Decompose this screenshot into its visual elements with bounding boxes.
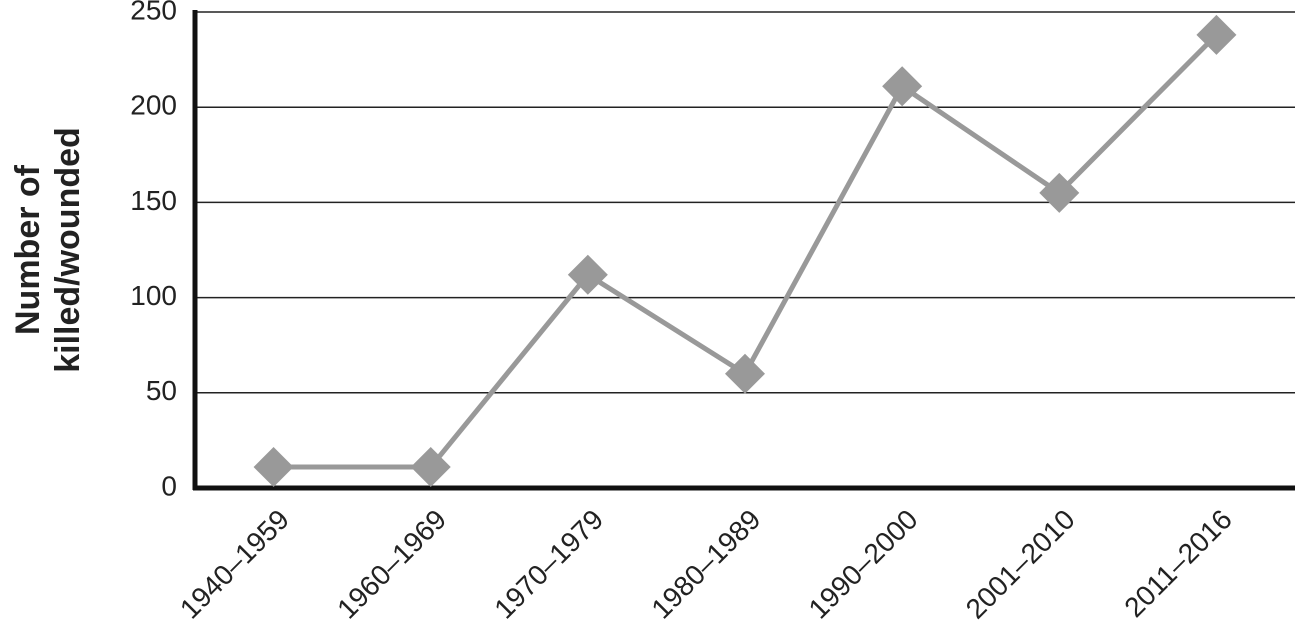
x-tick-label: 2001–2010 xyxy=(960,504,1081,625)
y-tick-label: 250 xyxy=(130,0,177,25)
x-tick-label: 1980–1989 xyxy=(645,504,766,625)
y-axis-label: Number of killed/wounded xyxy=(9,127,87,373)
y-label-line: killed/wounded xyxy=(49,127,87,373)
marker xyxy=(253,447,294,488)
marker xyxy=(410,447,451,488)
marker xyxy=(882,66,923,107)
x-tick-label: 2011–2016 xyxy=(1118,504,1238,624)
y-tick-label: 50 xyxy=(146,375,177,406)
y-label-line: Number of xyxy=(9,164,47,335)
y-tick-label: 100 xyxy=(130,280,177,311)
x-tick-label: 1970–1979 xyxy=(488,504,609,625)
marker xyxy=(1039,172,1080,213)
y-tick-label: 0 xyxy=(161,470,177,501)
marker xyxy=(567,254,608,295)
x-tick-label: 1990–2000 xyxy=(803,504,924,625)
y-tick-label: 200 xyxy=(130,90,177,121)
marker xyxy=(1196,14,1237,55)
x-tick-label: 1940–1959 xyxy=(174,504,295,625)
y-tick-label: 150 xyxy=(130,185,177,216)
data-line xyxy=(273,33,1219,470)
x-tick-label: 1960–1969 xyxy=(331,504,452,625)
marker xyxy=(725,353,765,394)
